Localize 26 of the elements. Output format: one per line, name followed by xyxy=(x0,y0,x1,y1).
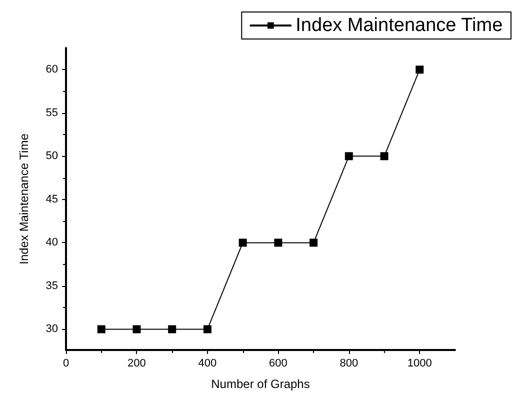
point xyxy=(380,152,388,160)
point xyxy=(132,325,141,334)
y-tick-label: 35 xyxy=(46,280,58,292)
y-tick-label: 50 xyxy=(46,150,58,162)
x-axis-title: Number of Graphs xyxy=(211,377,310,391)
point xyxy=(310,238,318,247)
y-axis-title: Index Maintenance Time xyxy=(17,133,31,264)
point xyxy=(344,152,353,160)
x-tick-label: 800 xyxy=(340,358,358,370)
y-tick-label: 30 xyxy=(46,323,58,336)
point xyxy=(168,325,176,334)
point xyxy=(203,325,212,334)
x-tick-label: 600 xyxy=(269,358,288,370)
point xyxy=(274,238,282,247)
x-tick-label: 400 xyxy=(198,358,217,370)
point xyxy=(238,238,247,247)
point xyxy=(416,66,424,74)
x-tick-label: 0 xyxy=(62,358,70,370)
legend-label: Index Maintenance Time xyxy=(296,15,503,36)
x-tick-label: 1000 xyxy=(407,358,432,370)
y-tick-label: 40 xyxy=(46,236,58,249)
y-tick-label: 45 xyxy=(46,193,58,206)
point xyxy=(97,325,106,334)
y-tick-label: 55 xyxy=(46,106,58,119)
y-tick-label: 60 xyxy=(46,64,58,76)
x-tick-label: 200 xyxy=(128,358,146,370)
